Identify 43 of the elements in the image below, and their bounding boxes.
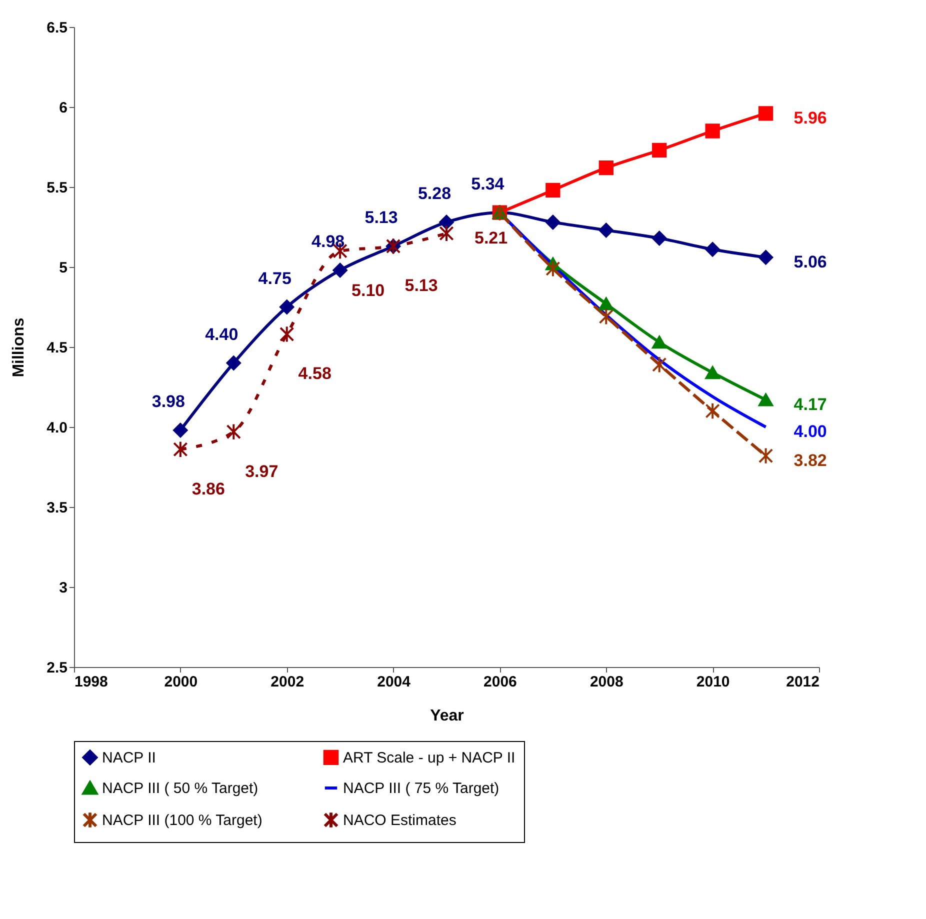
data-label: 4.98 [312, 232, 345, 252]
y-tick-label: 4.0 [46, 420, 68, 436]
data-label: 4.40 [205, 325, 238, 344]
data-label: 5.28 [418, 184, 452, 204]
data-label: 4.58 [298, 364, 332, 384]
x-tick-label: 2006 [484, 674, 517, 690]
data-label: 5.34 [471, 174, 505, 194]
legend-label: NACO Estimates [343, 812, 456, 829]
x-axis-title: Year [430, 708, 464, 724]
data-label: 3.86 [192, 479, 225, 498]
y-tick-label: 3.5 [46, 500, 68, 516]
y-tick-label: 5 [59, 260, 68, 276]
legend-label: NACP II [102, 749, 156, 766]
data-label: 5.06 [794, 252, 827, 272]
data-label: 3.97 [245, 462, 278, 481]
y-tick-label: 5.5 [46, 180, 68, 196]
data-label: 5.21 [474, 228, 508, 248]
y-tick-label: 3 [59, 580, 68, 596]
data-label: 4.17 [794, 394, 827, 414]
data-label: 5.13 [364, 208, 398, 228]
legend-label: NACP III ( 75 % Target) [343, 780, 500, 797]
y-tick-label: 4.5 [46, 340, 68, 356]
data-label: 3.82 [794, 450, 827, 470]
legend-label: NACP III ( 50 % Target) [102, 780, 258, 797]
x-tick-label: 2002 [270, 674, 304, 690]
data-label: 5.10 [352, 281, 385, 300]
legend-label: ART Scale - up + NACP II [343, 749, 516, 766]
x-tick-label: 2004 [377, 674, 412, 690]
legend-label: NACP III (100 % Target) [102, 812, 262, 829]
data-label: 3.98 [152, 392, 185, 412]
y-tick-label: 6.5 [46, 20, 68, 36]
x-tick-label: 1998 [74, 674, 108, 690]
y-tick-label: 6 [59, 100, 68, 116]
x-tick-label: 2012 [786, 674, 820, 690]
data-label: 4.00 [794, 422, 827, 441]
x-tick-label: 2008 [590, 674, 624, 690]
data-label: 5.13 [404, 276, 438, 296]
data-label: 4.75 [258, 269, 292, 288]
y-axis-title: Millions [10, 318, 28, 378]
data-label: 5.96 [794, 108, 827, 128]
x-tick-label: 2000 [164, 674, 198, 690]
x-tick-label: 2010 [696, 674, 730, 690]
y-tick-label: 2.5 [46, 660, 68, 676]
